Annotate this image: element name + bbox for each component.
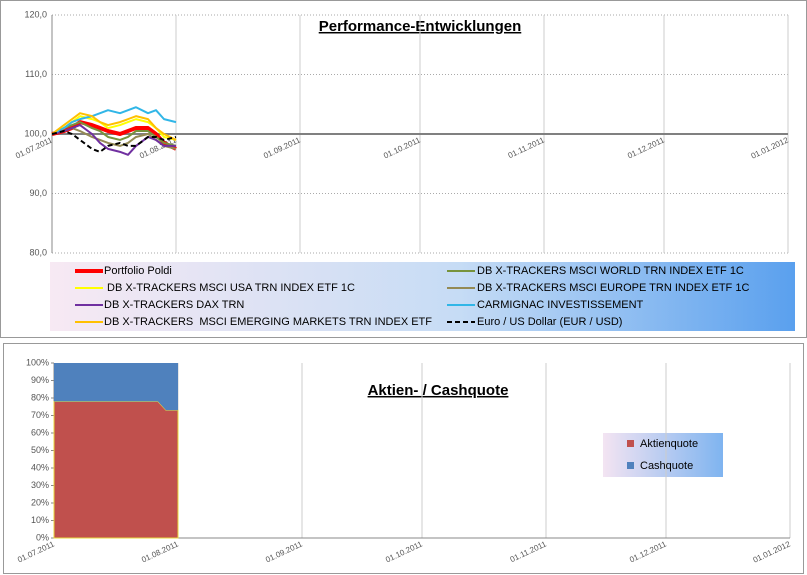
series-line <box>51 112 177 141</box>
legend-label: DB X-TRACKERS DAX TRN <box>104 299 244 311</box>
y-tick-label: 30% <box>31 480 49 490</box>
legend-box <box>50 262 795 331</box>
legend-label: DB X-TRACKERS MSCI USA TRN INDEX ETF 1C <box>107 282 355 294</box>
legend-label: Aktienquote <box>640 438 698 450</box>
y-tick-label: 80,0 <box>29 247 47 257</box>
y-tick-label: 110,0 <box>25 69 47 79</box>
y-tick-label: 120,0 <box>24 9 47 19</box>
y-tick-label: 70% <box>31 410 49 420</box>
legend-box <box>603 433 723 477</box>
series-area <box>54 363 178 411</box>
y-tick-label: 90,0 <box>29 188 47 198</box>
y-tick-label: 100% <box>26 357 49 367</box>
y-tick-label: 40% <box>31 462 49 472</box>
y-tick-label: 50% <box>31 445 49 455</box>
series-line <box>51 106 177 135</box>
series-area <box>53 401 179 539</box>
series-line <box>51 130 177 153</box>
y-tick-label: 20% <box>31 497 49 507</box>
legend-label: DB X-TRACKERS MSCI WORLD TRN INDEX ETF 1… <box>477 265 744 277</box>
series-line <box>51 124 176 156</box>
y-tick-label: 80% <box>31 392 49 402</box>
chart-title: Aktien- / Cashquote <box>368 382 509 399</box>
y-tick-label: 60% <box>31 427 49 437</box>
legend-swatch <box>627 440 634 447</box>
legend-label: Cashquote <box>640 460 693 472</box>
y-tick-label: 10% <box>31 515 49 525</box>
legend-swatch <box>627 462 634 469</box>
legend-label: Euro / US Dollar (EUR / USD) <box>477 316 622 328</box>
y-tick-label: 0% <box>36 532 49 542</box>
legend-label: DB X-TRACKERS MSCI EUROPE TRN INDEX ETF … <box>477 282 749 294</box>
y-tick-label: 90% <box>31 375 49 385</box>
legend-label: Portfolio Poldi <box>104 265 172 277</box>
y-tick-label: 100,0 <box>24 128 47 138</box>
legend-label: CARMIGNAC INVESTISSEMENT <box>477 299 644 311</box>
legend-label: DB X-TRACKERS MSCI EMERGING MARKETS TRN … <box>104 316 432 328</box>
